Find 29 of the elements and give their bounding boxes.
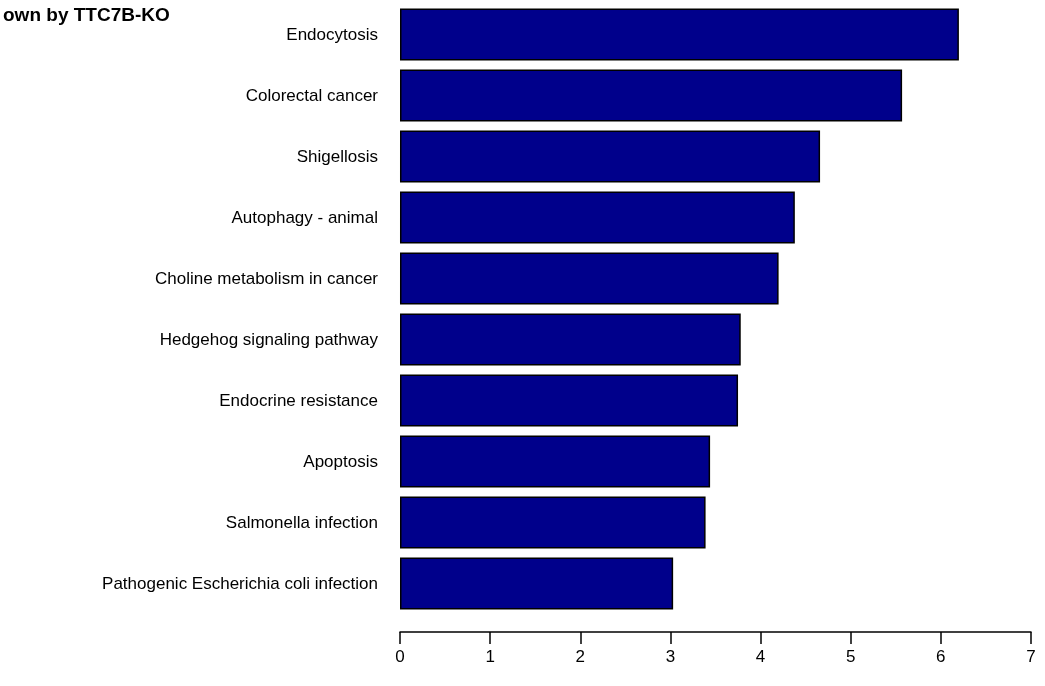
x-tick-label: 1 [485,647,495,666]
x-tick-label: 2 [575,647,586,666]
y-tick-label: Choline metabolism in cancer [155,269,379,288]
y-tick-label: Hedgehog signaling pathway [159,330,379,349]
bar [400,69,903,122]
y-tick-label: Autophagy - animal [231,208,378,227]
y-tick-label: Pathogenic Escherichia coli infection [102,574,378,593]
bar [400,130,821,183]
x-tick-label: 0 [395,647,405,666]
bar [400,252,779,305]
bar [400,313,741,366]
y-tick-label: Colorectal cancer [245,86,379,105]
y-tick-label: Endocytosis [286,25,378,44]
bar [400,191,795,244]
y-tick-label: Shigellosis [296,147,378,166]
y-tick-label: Salmonella infection [225,513,378,532]
text: own by TTC7B-KO [3,4,170,25]
bar [400,374,739,427]
y-tick-label: Endocrine resistance [219,391,378,410]
x-tick-label: 4 [755,647,766,666]
y-tick-label: Apoptosis [303,452,378,471]
bar [400,557,674,610]
x-tick-label: 7 [1026,647,1036,666]
bar [400,496,706,549]
x-tick-label: 5 [845,647,856,666]
bar [400,8,959,61]
bar [400,435,711,488]
x-tick-label: 3 [665,647,676,666]
x-tick-label: 6 [936,647,946,666]
